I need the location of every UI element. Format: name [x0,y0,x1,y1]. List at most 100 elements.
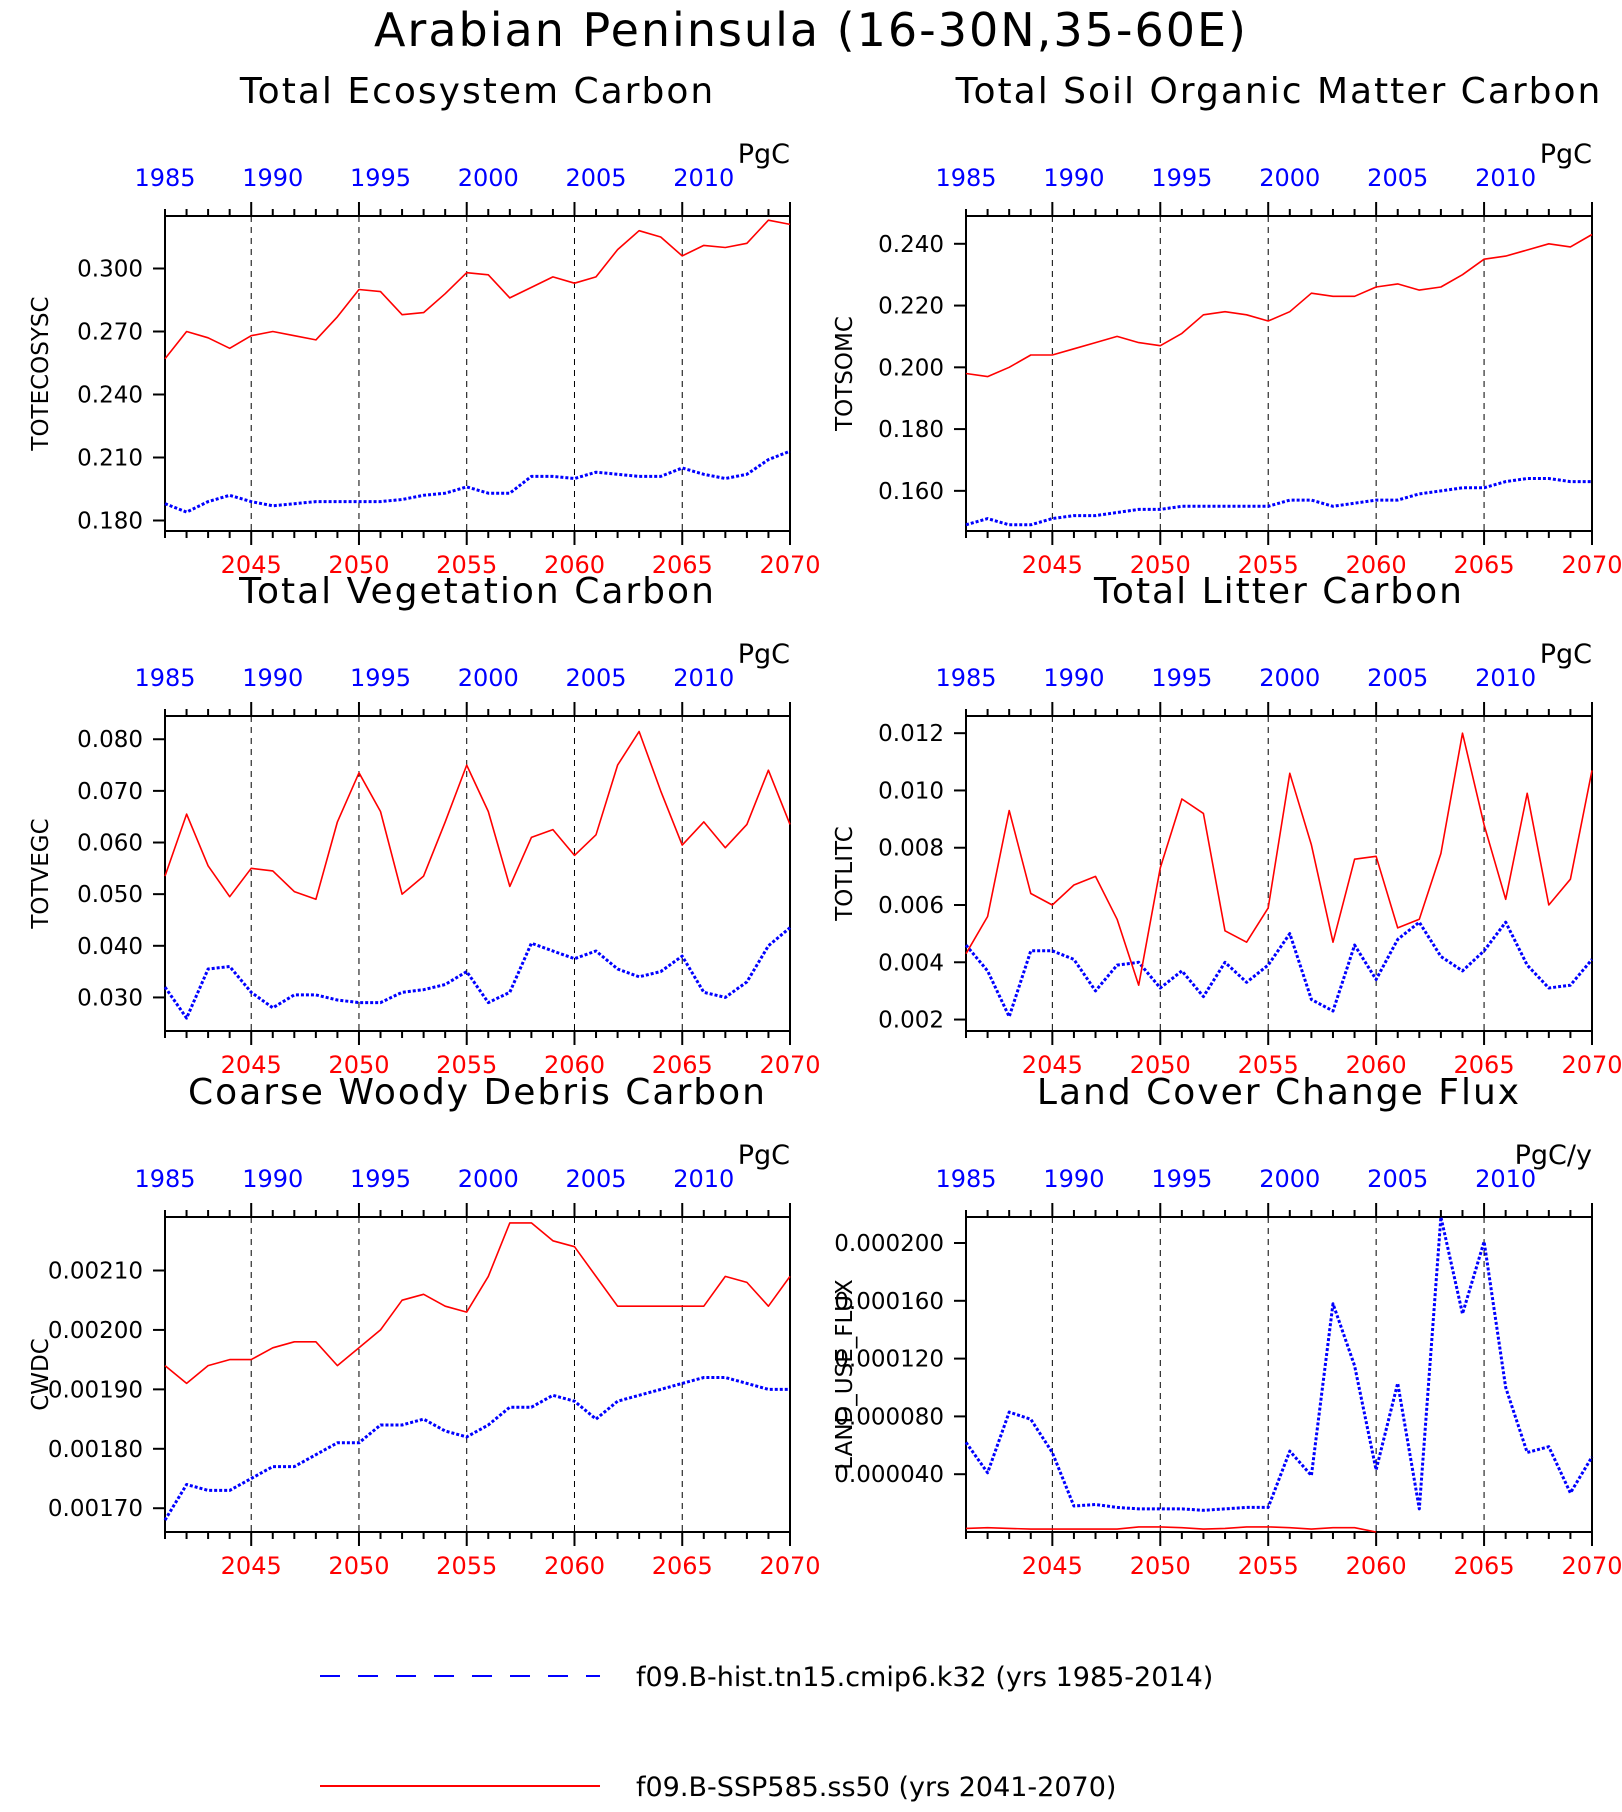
x-tick-label-bottom: 2055 [1238,1552,1299,1580]
series-line-ssp [164,730,791,901]
y-tick-label: 0.080 [77,727,143,753]
x-tick-label-bottom: 2050 [1130,1552,1191,1580]
series-line-hist [964,920,1594,1019]
x-tick-label-bottom: 2060 [544,1051,605,1079]
x-tick-label-top: 1990 [1043,1165,1104,1193]
series-line-ssp [164,1222,791,1385]
panel-title: Coarse Woody Debris Carbon [188,1072,767,1113]
x-tick-label-top: 1995 [1151,164,1212,192]
x-tick-label-top: 1985 [134,664,195,692]
x-tick-label-bottom: 2060 [1346,1051,1407,1079]
y-tick-label: 0.220 [878,294,944,320]
x-tick-label-bottom: 2070 [759,551,820,579]
x-tick-label-bottom: 2065 [1454,1552,1515,1580]
x-tick-label-top: 1985 [935,164,996,192]
x-tick-label-bottom: 2050 [1130,551,1191,579]
series-line-ssp [965,732,1593,987]
figure-title: Arabian Peninsula (16-30N,35-60E) [374,3,1248,57]
series-line-ssp [164,219,791,360]
y-tick-label: 0.012 [878,721,944,747]
y-tick-label: 0.00200 [48,1318,143,1344]
y-tick-label: 0.050 [77,882,143,908]
x-tick-label-top: 2005 [1367,164,1428,192]
x-tick-label-top: 2000 [1259,164,1320,192]
x-tick-label-top: 2010 [673,1165,734,1193]
x-tick-label-bottom: 2055 [436,1051,497,1079]
x-tick-label-bottom: 2055 [1238,551,1299,579]
x-tick-label-top: 2000 [458,664,519,692]
y-tick-label: 0.030 [77,985,143,1011]
y-tick-label: 0.040 [77,934,143,960]
y-tick-label: 0.240 [878,232,944,258]
series-line-ssp [965,233,1593,378]
y-tick-label: 0.000160 [834,1289,944,1315]
plot-frame [965,715,1593,1032]
x-tick-label-bottom: 2065 [1454,1051,1515,1079]
panel-title: Total Ecosystem Carbon [239,71,715,112]
y-axis-label: TOTVEGC [28,818,54,929]
x-tick-label-bottom: 2050 [328,1051,389,1079]
x-tick-label-top: 2000 [458,1165,519,1193]
x-tick-label-bottom: 2070 [759,1552,820,1580]
plot-frame [164,215,791,532]
x-tick-label-bottom: 2045 [1022,551,1083,579]
y-tick-label: 0.300 [77,257,143,283]
x-tick-label-bottom: 2060 [1346,551,1407,579]
y-tick-label: 0.180 [77,509,143,535]
x-tick-label-top: 2005 [565,164,626,192]
series-line-ssp [965,1526,1377,1533]
panel-4: Total Litter Carbon PgC 2045 2050 2055 2060 20… [832,571,1622,1079]
x-tick-label-bottom: 2070 [1561,551,1622,579]
x-tick-label-top: 2010 [1475,1165,1536,1193]
legend-ssp-label: f09.B-SSP585.ss50 (yrs 2041-2070) [636,1772,1116,1803]
x-tick-label-top: 1995 [350,664,411,692]
x-tick-label-bottom: 2045 [221,1552,282,1580]
panel-title: Total Litter Carbon [1093,571,1464,612]
panel-6: Land Cover Change Flux PgC/y 2045 2050 2055 2… [832,1072,1622,1580]
x-tick-label-top: 2010 [673,164,734,192]
x-tick-label-bottom: 2060 [544,551,605,579]
units-label: PgC [738,139,790,170]
units-label: PgC [1540,139,1592,170]
series-line-hist [163,1376,790,1521]
x-tick-label-top: 2005 [565,1165,626,1193]
units-label: PgC [738,639,790,670]
panel-2: Total Soil Organic Matter Carbon PgC 2045 2… [832,71,1622,579]
panel-title: Total Vegetation Carbon [238,571,716,612]
series-line-hist [964,1215,1594,1512]
x-tick-label-top: 1995 [1151,664,1212,692]
y-axis-label: LAND_USE_FLUX [832,1279,858,1470]
x-tick-label-top: 1990 [242,664,303,692]
x-tick-label-bottom: 2060 [544,1552,605,1580]
series-line-hist [965,477,1592,527]
x-tick-label-top: 2005 [1367,664,1428,692]
y-tick-label: 0.200 [878,355,944,381]
x-tick-label-bottom: 2060 [1346,1552,1407,1580]
y-axis-label: TOTLITC [832,826,858,922]
x-tick-label-top: 2005 [565,664,626,692]
x-tick-label-bottom: 2050 [328,1552,389,1580]
x-tick-label-bottom: 2070 [1561,1051,1622,1079]
plot-frame [164,1216,791,1533]
panels: Total Ecosystem Carbon PgC 2045 2050 2055 206… [28,71,1622,1580]
x-tick-label-top: 1995 [1151,1165,1212,1193]
panel-5: Coarse Woody Debris Carbon PgC 2045 2050 205… [28,1072,821,1580]
y-tick-label: 0.002 [878,1008,944,1034]
legend: f09.B-hist.tn15.cmip6.k32 (yrs 1985-2014… [320,1662,1213,1803]
x-tick-label-bottom: 2070 [1561,1552,1622,1580]
y-tick-label: 0.000200 [834,1231,944,1257]
series-line-hist [163,926,791,1020]
units-label: PgC/y [1515,1140,1592,1171]
x-tick-label-bottom: 2045 [221,551,282,579]
y-tick-label: 0.006 [878,893,944,919]
x-tick-label-top: 1990 [242,164,303,192]
plot-frame [164,715,791,1032]
y-tick-label: 0.008 [878,836,944,862]
x-tick-label-bottom: 2055 [436,551,497,579]
panel-title: Total Soil Organic Matter Carbon [955,71,1603,112]
x-tick-label-bottom: 2065 [652,551,713,579]
x-tick-label-top: 2010 [1475,664,1536,692]
y-tick-label: 0.160 [878,479,944,505]
y-tick-label: 0.004 [878,950,944,976]
x-tick-label-bottom: 2065 [1454,551,1515,579]
